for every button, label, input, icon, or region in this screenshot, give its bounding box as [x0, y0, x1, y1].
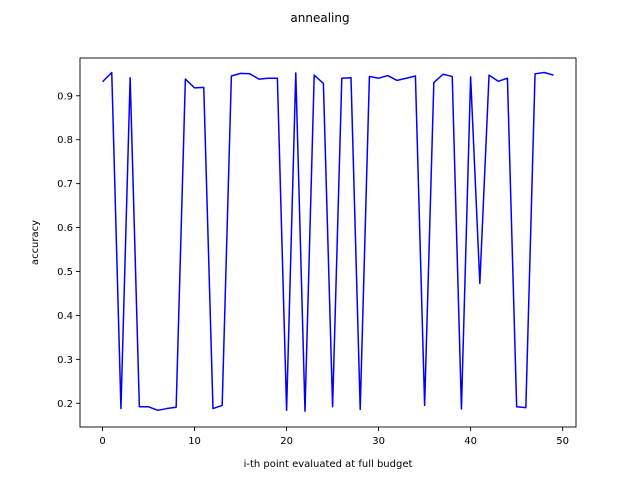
x-tick-label: 0: [99, 436, 105, 447]
x-axis-label: i-th point evaluated at full budget: [244, 459, 413, 470]
x-tick-label: 10: [188, 436, 201, 447]
y-tick-label: 0.2: [57, 399, 73, 410]
y-tick-label: 0.5: [57, 267, 73, 278]
y-tick-label: 0.4: [57, 311, 73, 322]
y-tick-label: 0.9: [57, 91, 73, 102]
y-tick-label: 0.8: [57, 135, 73, 146]
y-tick-label: 0.6: [57, 223, 73, 234]
chart-title: annealing: [290, 11, 349, 25]
y-axis-ticks: 0.2 0.3 0.4 0.5 0.6 0.7 0.8 0.9: [57, 91, 80, 410]
y-tick-label: 0.3: [57, 355, 73, 366]
x-tick-label: 40: [464, 436, 477, 447]
y-tick-label: 0.7: [57, 179, 73, 190]
x-tick-label: 50: [556, 436, 569, 447]
x-axis-ticks: 0 10 20 30 40 50: [99, 427, 569, 447]
x-tick-label: 30: [372, 436, 385, 447]
x-tick-label: 20: [280, 436, 293, 447]
y-axis-label: accuracy: [30, 220, 41, 265]
plot-area: [80, 58, 576, 427]
